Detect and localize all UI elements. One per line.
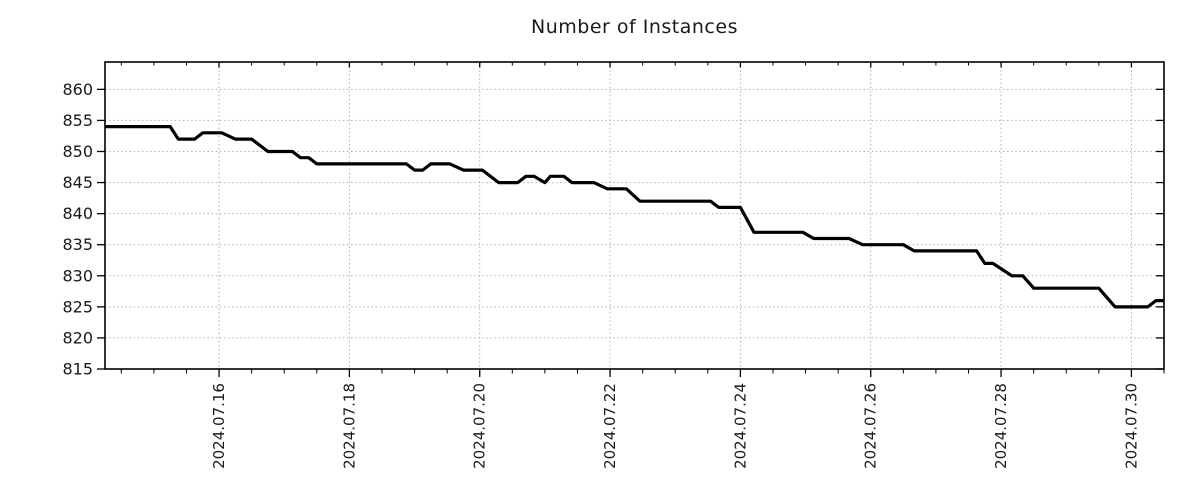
svg-text:855: 855 xyxy=(62,111,93,130)
gridlines xyxy=(105,62,1164,370)
svg-text:840: 840 xyxy=(62,204,93,223)
svg-text:2024.07.30: 2024.07.30 xyxy=(1122,383,1140,469)
data-line-instances xyxy=(105,124,1164,309)
chart-title: Number of Instances xyxy=(531,16,738,38)
svg-text:2024.07.18: 2024.07.18 xyxy=(340,383,358,469)
svg-text:815: 815 xyxy=(62,360,93,379)
svg-text:830: 830 xyxy=(62,266,93,285)
axis-ticks xyxy=(97,62,1165,377)
svg-text:2024.07.22: 2024.07.22 xyxy=(601,383,619,469)
svg-text:2024.07.28: 2024.07.28 xyxy=(992,383,1010,469)
svg-text:860: 860 xyxy=(62,80,93,99)
svg-text:820: 820 xyxy=(62,328,93,347)
svg-text:845: 845 xyxy=(62,173,93,192)
svg-text:825: 825 xyxy=(62,297,93,316)
x-tick-labels: 2024.07.16 2024.07.18 2024.07.20 2024.07.22… xyxy=(210,383,1140,469)
plot-frame xyxy=(104,61,1165,370)
svg-text:850: 850 xyxy=(62,142,93,161)
svg-text:2024.07.20: 2024.07.20 xyxy=(471,383,489,469)
svg-text:2024.07.16: 2024.07.16 xyxy=(210,383,228,469)
svg-text:2024.07.24: 2024.07.24 xyxy=(731,383,749,469)
svg-text:835: 835 xyxy=(62,235,93,254)
svg-text:2024.07.26: 2024.07.26 xyxy=(862,383,880,469)
y-tick-labels: 815 820 825 830 835 840 845 850 855 860 xyxy=(62,80,93,379)
